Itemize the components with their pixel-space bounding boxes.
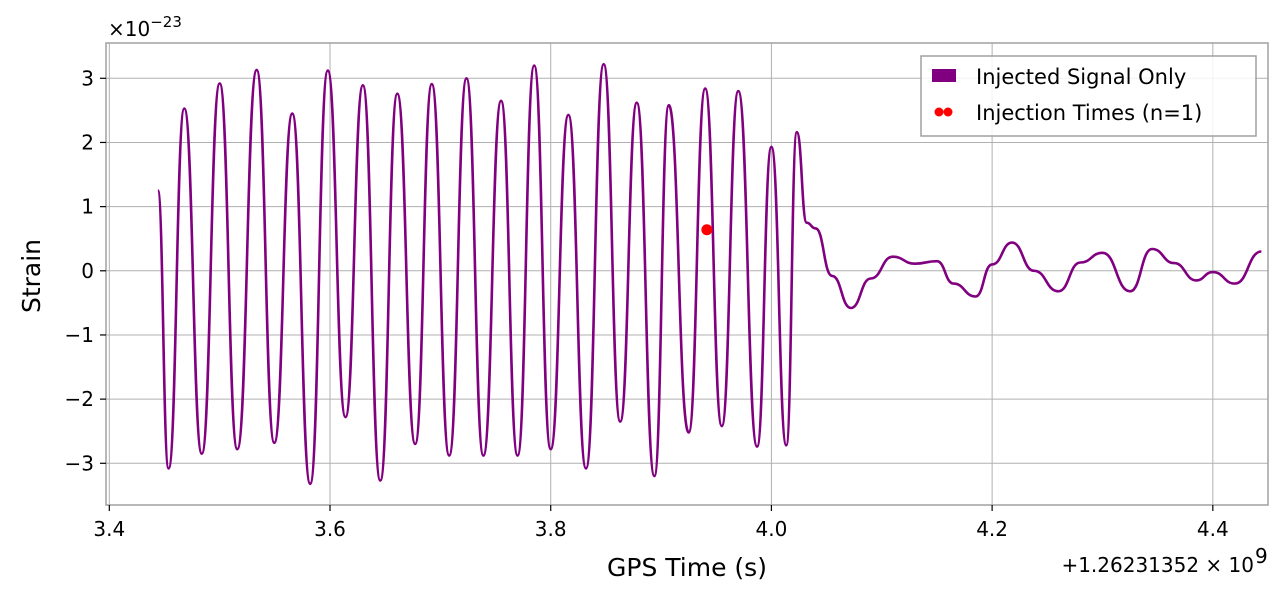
x-tick-label: 3.4 bbox=[93, 517, 125, 541]
y-scale-exponent: −23 bbox=[150, 13, 182, 31]
injection-time-point bbox=[701, 224, 713, 236]
y-tick-label: 1 bbox=[81, 195, 94, 219]
legend-label-injected-signal: Injected Signal Only bbox=[976, 65, 1186, 89]
x-tick-label: 4.4 bbox=[1197, 517, 1229, 541]
legend-swatch-injected-signal bbox=[932, 69, 956, 82]
legend-marker-injection-2 bbox=[943, 107, 953, 117]
y-tick-label: 2 bbox=[81, 130, 94, 154]
series-line-injected-signal bbox=[156, 62, 1262, 486]
y-tick-label: −3 bbox=[65, 451, 94, 475]
legend-label-injection-times: Injection Times (n=1) bbox=[976, 101, 1202, 125]
legend-marker-injection-1 bbox=[934, 107, 944, 117]
series-group bbox=[156, 62, 1262, 486]
x-offset-exponent: 9 bbox=[1255, 544, 1268, 568]
x-offset-label: +1.26231352 × 10 bbox=[1061, 553, 1254, 577]
y-scale-label: ×10−23 bbox=[108, 13, 182, 41]
x-tick-label: 4.2 bbox=[976, 517, 1008, 541]
y-tick-label: −2 bbox=[65, 387, 94, 411]
x-tick-label: 3.8 bbox=[535, 517, 567, 541]
plot-frame bbox=[105, 42, 1269, 506]
y-axis-label: Strain bbox=[17, 239, 46, 313]
y-tick-label: 3 bbox=[81, 66, 94, 90]
y-tick-label: −1 bbox=[65, 323, 94, 347]
x-axis-label: GPS Time (s) bbox=[607, 553, 767, 582]
legend: Injected Signal Only Injection Times (n=… bbox=[920, 55, 1257, 137]
x-tick-label: 4.0 bbox=[756, 517, 788, 541]
legend-box bbox=[920, 55, 1257, 137]
y-tick-label: 0 bbox=[81, 259, 94, 283]
tick-labels: 3.4 3.6 3.8 4.0 4.2 4.4 −3 −2 −1 0 1 2 3 bbox=[65, 66, 1229, 541]
x-tick-label: 3.6 bbox=[314, 517, 346, 541]
